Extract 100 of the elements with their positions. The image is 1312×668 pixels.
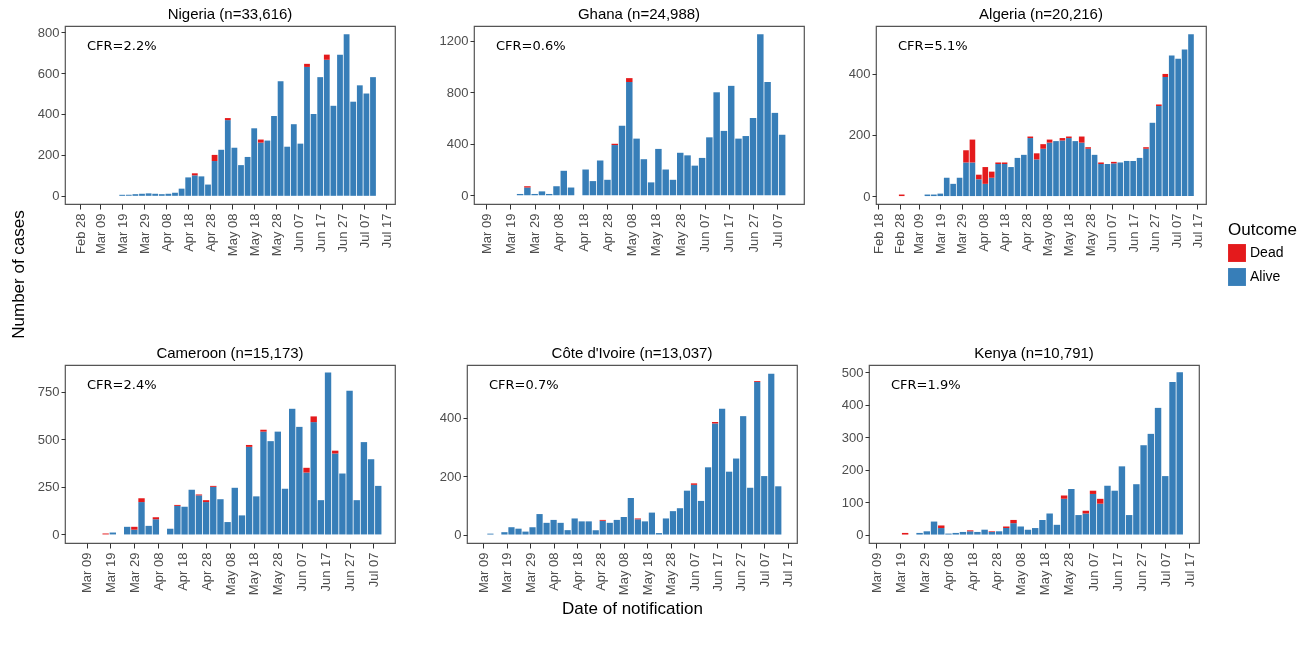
x-tick-label: Jul 07 <box>756 552 772 588</box>
y-tick-label: 750 <box>37 384 60 400</box>
x-tick-label: Apr 28 <box>989 552 1005 591</box>
x-tick-label: Jul 07 <box>356 213 372 249</box>
bar <box>1097 498 1104 504</box>
x-tick-label: Mar 29 <box>916 552 932 593</box>
x-tick-label: Mar 19 <box>114 213 130 254</box>
x-tick-label: Mar 29 <box>136 213 152 254</box>
y-tick-label: 400 <box>841 397 864 413</box>
chart-title: Algeria (n=20,216) <box>979 5 1103 22</box>
y-tick-label: 0 <box>461 187 469 203</box>
x-tick-label: Jul 07 <box>1157 552 1173 588</box>
x-axis-title: Date of notification <box>562 599 703 619</box>
x-tick-label: Mar 19 <box>102 552 118 593</box>
x-tick-label: Jun 17 <box>1109 552 1125 592</box>
y-tick-label: 200 <box>841 462 864 478</box>
x-tick-label: Mar 29 <box>954 213 970 254</box>
x-tick-label: Jun 27 <box>733 552 749 592</box>
chart-title: Ghana (n=24,988) <box>577 5 701 22</box>
x-tick-label: May 08 <box>1039 213 1055 257</box>
x-tick-label: Jun 07 <box>290 213 306 253</box>
x-tick-label: Jun 27 <box>342 552 358 592</box>
x-tick-label: Mar 09 <box>911 213 927 254</box>
x-tick-label: Mar 09 <box>868 552 884 593</box>
x-tick-label: May 08 <box>624 213 640 257</box>
bar <box>303 467 310 473</box>
x-tick-label: May 28 <box>1082 213 1098 257</box>
legend-title: Outcome <box>1228 220 1297 239</box>
y-tick-label: 200 <box>37 147 60 163</box>
x-tick-label: Mar 09 <box>92 213 108 254</box>
bar <box>1078 136 1085 143</box>
x-tick-label: Jun 07 <box>294 552 310 592</box>
bar <box>131 526 138 530</box>
x-tick-label: May 08 <box>222 552 238 596</box>
x-tick-label: Jun 17 <box>709 552 725 592</box>
x-tick-label: Apr 18 <box>174 552 190 591</box>
x-tick-label: Jun 07 <box>1104 213 1120 253</box>
annotation: CFR=0.6% <box>496 38 566 53</box>
x-tick-label: Jun 07 <box>686 552 702 592</box>
legend-label: Alive <box>1250 268 1281 284</box>
y-tick-label: 800 <box>37 24 60 40</box>
x-tick-label: Apr 08 <box>975 213 991 252</box>
annotation: CFR=2.2% <box>87 38 157 53</box>
y-tick-label: 800 <box>446 84 469 100</box>
x-tick-label: Apr 18 <box>997 213 1013 252</box>
x-tick-label: Mar 09 <box>79 552 95 593</box>
legend-label: Dead <box>1250 244 1284 260</box>
y-tick-label: 250 <box>37 479 60 495</box>
x-tick-label: May 18 <box>1061 213 1077 257</box>
y-tick-label: 300 <box>841 429 864 445</box>
bar <box>1010 519 1017 524</box>
x-tick-label: Apr 08 <box>546 552 562 591</box>
annotation: CFR=5.1% <box>898 38 968 53</box>
x-tick-label: Apr 08 <box>551 213 567 252</box>
bar <box>938 525 945 529</box>
x-tick-label: Apr 18 <box>180 213 196 252</box>
x-tick-label: Jun 17 <box>312 213 328 253</box>
y-tick-label: 400 <box>37 106 60 122</box>
annotation: CFR=1.9% <box>891 377 961 392</box>
x-tick-label: Mar 09 <box>475 552 491 593</box>
x-tick-label: Apr 18 <box>575 213 591 252</box>
x-tick-label: Jun 07 <box>1085 552 1101 592</box>
bar <box>310 416 317 423</box>
y-tick-label: 500 <box>37 431 60 447</box>
x-tick-label: Mar 09 <box>478 213 494 254</box>
bar <box>1040 144 1046 149</box>
x-tick-label: Jul 07 <box>769 213 785 249</box>
x-tick-label: Jun 27 <box>334 213 350 253</box>
bar <box>257 139 264 143</box>
x-tick-label: Jul 17 <box>780 552 796 588</box>
x-tick-label: Jun 27 <box>745 213 761 253</box>
y-tick-label: 400 <box>446 136 469 152</box>
x-tick-label: Apr 08 <box>158 213 174 252</box>
x-tick-label: May 18 <box>246 552 262 596</box>
x-tick-label: Jun 17 <box>1125 213 1141 253</box>
y-tick-label: 100 <box>841 494 864 510</box>
x-tick-label: Jul 17 <box>378 213 394 249</box>
x-tick-label: Apr 28 <box>202 213 218 252</box>
x-tick-label: Jun 27 <box>1133 552 1149 592</box>
bar <box>224 118 231 121</box>
x-tick-label: May 08 <box>1013 552 1029 596</box>
bar <box>323 54 330 60</box>
x-tick-label: Mar 29 <box>126 552 142 593</box>
y-tick-label: 0 <box>454 527 462 543</box>
x-tick-label: May 18 <box>648 213 664 257</box>
chart-title: Nigeria (n=33,616) <box>167 5 293 22</box>
x-tick-label: Apr 08 <box>150 552 166 591</box>
x-tick-label: Mar 19 <box>892 552 908 593</box>
y-tick-label: 500 <box>841 364 864 380</box>
bar <box>332 450 339 454</box>
y-tick-label: 200 <box>848 127 871 143</box>
x-tick-label: Jul 07 <box>365 552 381 588</box>
x-tick-label: Mar 29 <box>522 552 538 593</box>
x-tick-label: Mar 29 <box>527 213 543 254</box>
bar <box>304 63 310 67</box>
x-tick-label: Jul 17 <box>1181 552 1197 588</box>
x-tick-label: Apr 18 <box>569 552 585 591</box>
chart-title: Kenya (n=10,791) <box>974 344 1094 361</box>
x-tick-label: May 28 <box>663 552 679 596</box>
x-tick-label: May 18 <box>246 213 262 257</box>
